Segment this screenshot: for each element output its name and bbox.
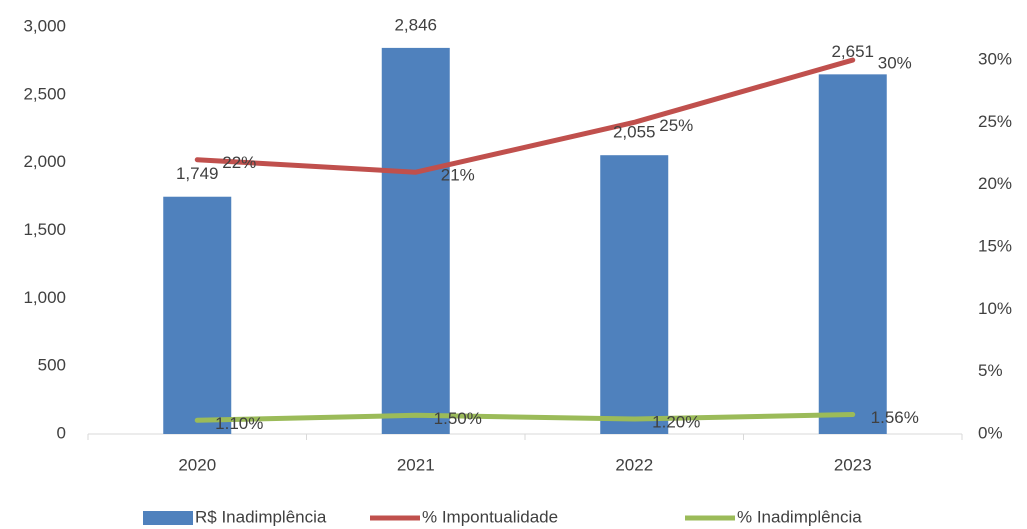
- bar: [600, 155, 669, 434]
- legend-label: R$ Inadimplência: [195, 507, 327, 526]
- y-tick-label: 0: [57, 423, 66, 442]
- line-series: [194, 57, 856, 175]
- bar-data-label: 1,749: [176, 164, 219, 183]
- y2-tick-label: 25%: [978, 112, 1012, 131]
- y-tick-label: 3,000: [23, 16, 66, 35]
- x-tick-label: 2021: [397, 455, 435, 474]
- line-data-label: 22%: [222, 153, 256, 172]
- bar-data-label: 2,846: [394, 15, 437, 34]
- line-data-label: 21%: [441, 166, 475, 185]
- y2-tick-label: 15%: [978, 237, 1012, 256]
- y-tick-label: 2,000: [23, 152, 66, 171]
- y2-tick-label: 5%: [978, 361, 1003, 380]
- line-data-label: 1.50%: [434, 409, 482, 428]
- bar: [163, 196, 232, 434]
- y2-tick-label: 20%: [978, 174, 1012, 193]
- x-tick-label: 2023: [834, 455, 872, 474]
- bar: [818, 74, 887, 435]
- line-series: [194, 412, 856, 423]
- line-data-label: 1.20%: [652, 413, 700, 432]
- y-tick-label: 2,500: [23, 84, 66, 103]
- legend-label: % Impontualidade: [422, 507, 558, 526]
- y-tick-label: 1,000: [23, 288, 66, 307]
- y2-tick-label: 10%: [978, 299, 1012, 318]
- legend-swatch: [143, 511, 193, 525]
- y-tick-label: 500: [38, 356, 66, 375]
- legend-label: % Inadimplência: [737, 507, 862, 526]
- bar: [381, 47, 450, 434]
- line-data-label: 25%: [659, 116, 693, 135]
- x-tick-label: 2020: [178, 455, 216, 474]
- x-tick-label: 2022: [615, 455, 653, 474]
- line-data-label: 1.10%: [215, 414, 263, 433]
- bar-data-label: 2,651: [831, 42, 874, 61]
- y2-tick-label: 0%: [978, 423, 1003, 442]
- bar-data-label: 2,055: [613, 123, 656, 142]
- line-data-label: 30%: [878, 54, 912, 73]
- line-data-label: 1.56%: [871, 408, 919, 427]
- y-tick-label: 1,500: [23, 220, 66, 239]
- y2-tick-label: 30%: [978, 50, 1012, 69]
